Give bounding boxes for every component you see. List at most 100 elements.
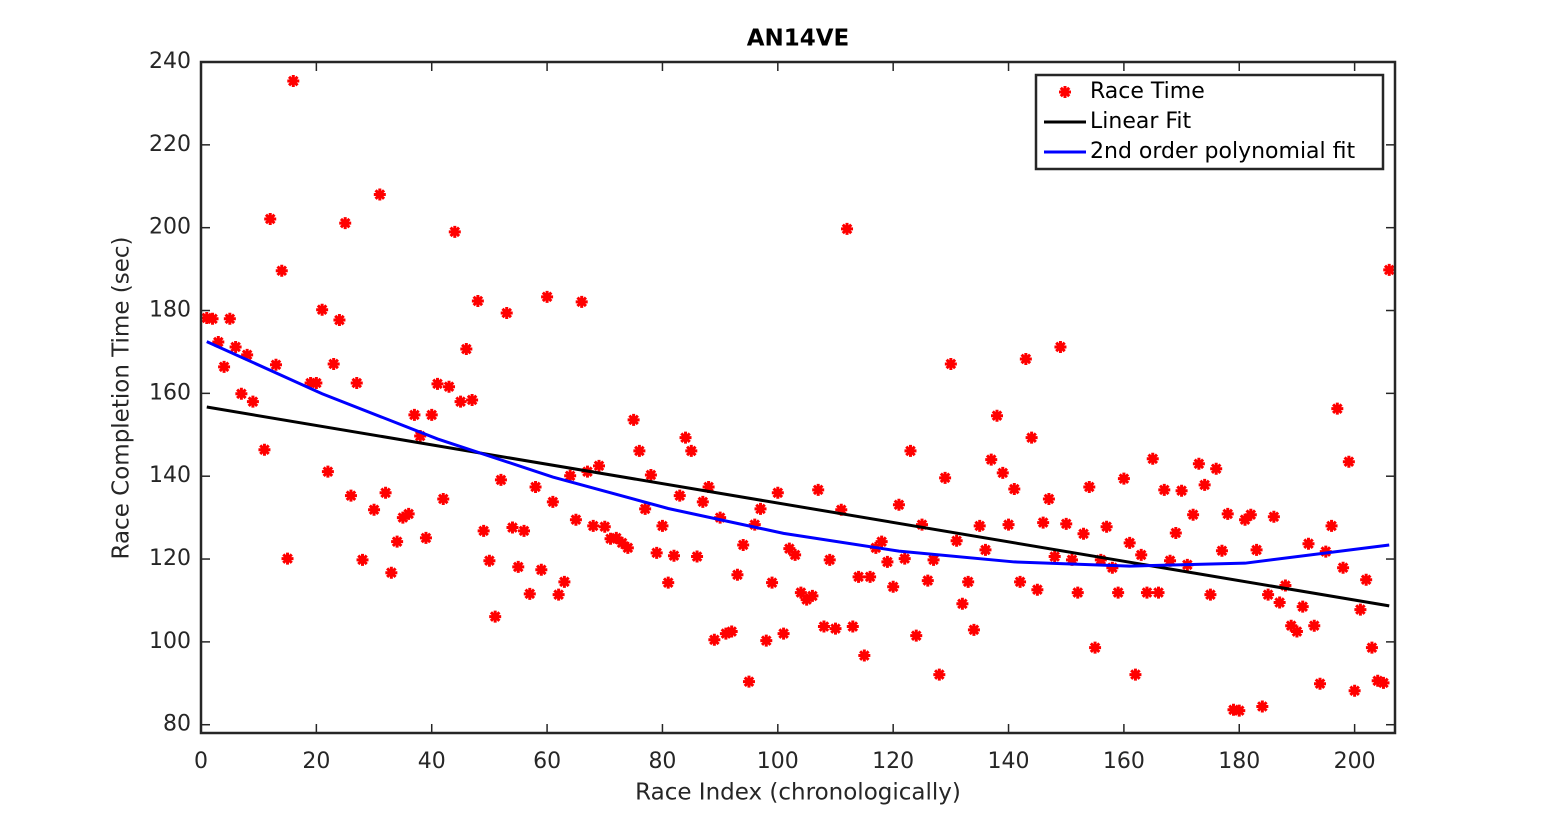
data-point — [321, 465, 334, 478]
data-point — [1014, 575, 1027, 588]
data-point — [887, 580, 900, 593]
y-tick-label: 100 — [149, 629, 191, 654]
x-tick-label: 20 — [302, 749, 330, 774]
data-point — [1158, 483, 1171, 496]
data-point — [344, 489, 357, 502]
data-point — [846, 620, 859, 633]
data-point — [1060, 517, 1073, 530]
legend-box — [1034, 73, 1385, 171]
data-point — [835, 503, 848, 516]
data-point — [719, 627, 732, 640]
data-point — [621, 541, 634, 554]
fit-line — [206, 405, 1390, 608]
data-point — [1244, 508, 1257, 521]
data-point — [408, 408, 421, 421]
data-point — [1025, 431, 1038, 444]
data-point — [979, 543, 992, 556]
data-point — [1377, 676, 1390, 689]
data-point — [1325, 519, 1338, 532]
data-point — [708, 633, 721, 646]
data-point — [1146, 452, 1159, 465]
data-point — [892, 498, 905, 511]
data-point — [1089, 641, 1102, 654]
data-point — [789, 548, 802, 561]
data-point — [679, 431, 692, 444]
data-point — [373, 188, 386, 201]
y-tick-label: 200 — [149, 215, 191, 240]
data-point — [1192, 457, 1205, 470]
data-point — [1239, 513, 1252, 526]
data-point — [714, 511, 727, 524]
data-point — [1342, 455, 1355, 468]
data-point — [212, 335, 225, 348]
data-point — [841, 222, 854, 235]
data-point — [518, 524, 531, 537]
y-tick-label: 220 — [149, 132, 191, 157]
data-point — [1106, 561, 1119, 574]
data-point — [506, 521, 519, 534]
data-point — [258, 443, 271, 456]
data-point — [1164, 554, 1177, 567]
data-point — [667, 549, 680, 562]
data-point — [864, 570, 877, 583]
data-point — [956, 597, 969, 610]
y-axis-label: Race Completion Time (sec) — [109, 236, 135, 559]
x-tick-label: 180 — [1218, 749, 1260, 774]
data-point — [1042, 492, 1055, 505]
data-point — [1302, 537, 1315, 550]
data-point — [1094, 553, 1107, 566]
data-point — [644, 468, 657, 481]
y-tick-label: 140 — [149, 463, 191, 488]
data-point — [206, 312, 219, 325]
data-point — [575, 295, 588, 308]
data-point — [350, 377, 363, 390]
data-point — [737, 538, 750, 551]
data-point — [927, 553, 940, 566]
data-point — [558, 575, 571, 588]
data-point — [898, 552, 911, 565]
data-point — [1169, 526, 1182, 539]
x-tick-label: 160 — [1103, 749, 1145, 774]
data-point — [1048, 550, 1061, 563]
data-point — [241, 348, 254, 361]
data-point — [541, 290, 554, 303]
data-point — [858, 649, 871, 662]
data-point — [916, 518, 929, 531]
data-point — [569, 513, 582, 526]
data-point — [460, 343, 473, 356]
data-point — [223, 312, 236, 325]
data-point — [1233, 704, 1246, 717]
data-point — [339, 217, 352, 230]
data-point — [1077, 527, 1090, 540]
data-point — [275, 264, 288, 277]
data-point — [1152, 586, 1165, 599]
fit-line — [206, 340, 1390, 568]
data-point — [1250, 543, 1263, 556]
plot-area — [201, 75, 1395, 717]
data-point — [535, 563, 548, 576]
data-point — [1112, 586, 1125, 599]
data-point — [777, 627, 790, 640]
data-point — [552, 588, 565, 601]
chart-title: AN14VE — [747, 26, 850, 52]
data-point — [1331, 402, 1344, 415]
data-point — [1285, 619, 1298, 632]
data-point — [529, 480, 542, 493]
data-point — [783, 542, 796, 555]
y-tick-label: 180 — [149, 298, 191, 323]
data-point — [691, 550, 704, 563]
x-tick-label: 100 — [757, 749, 799, 774]
data-point — [1117, 472, 1130, 485]
data-point — [368, 503, 381, 516]
data-point — [1296, 600, 1309, 613]
data-point — [523, 587, 536, 600]
data-point — [1267, 510, 1280, 523]
data-point — [1140, 586, 1153, 599]
data-point — [1354, 603, 1367, 616]
x-tick-label: 40 — [418, 749, 446, 774]
x-tick-label: 60 — [533, 749, 561, 774]
data-point — [921, 574, 934, 587]
data-point — [725, 625, 738, 638]
data-point — [391, 535, 404, 548]
